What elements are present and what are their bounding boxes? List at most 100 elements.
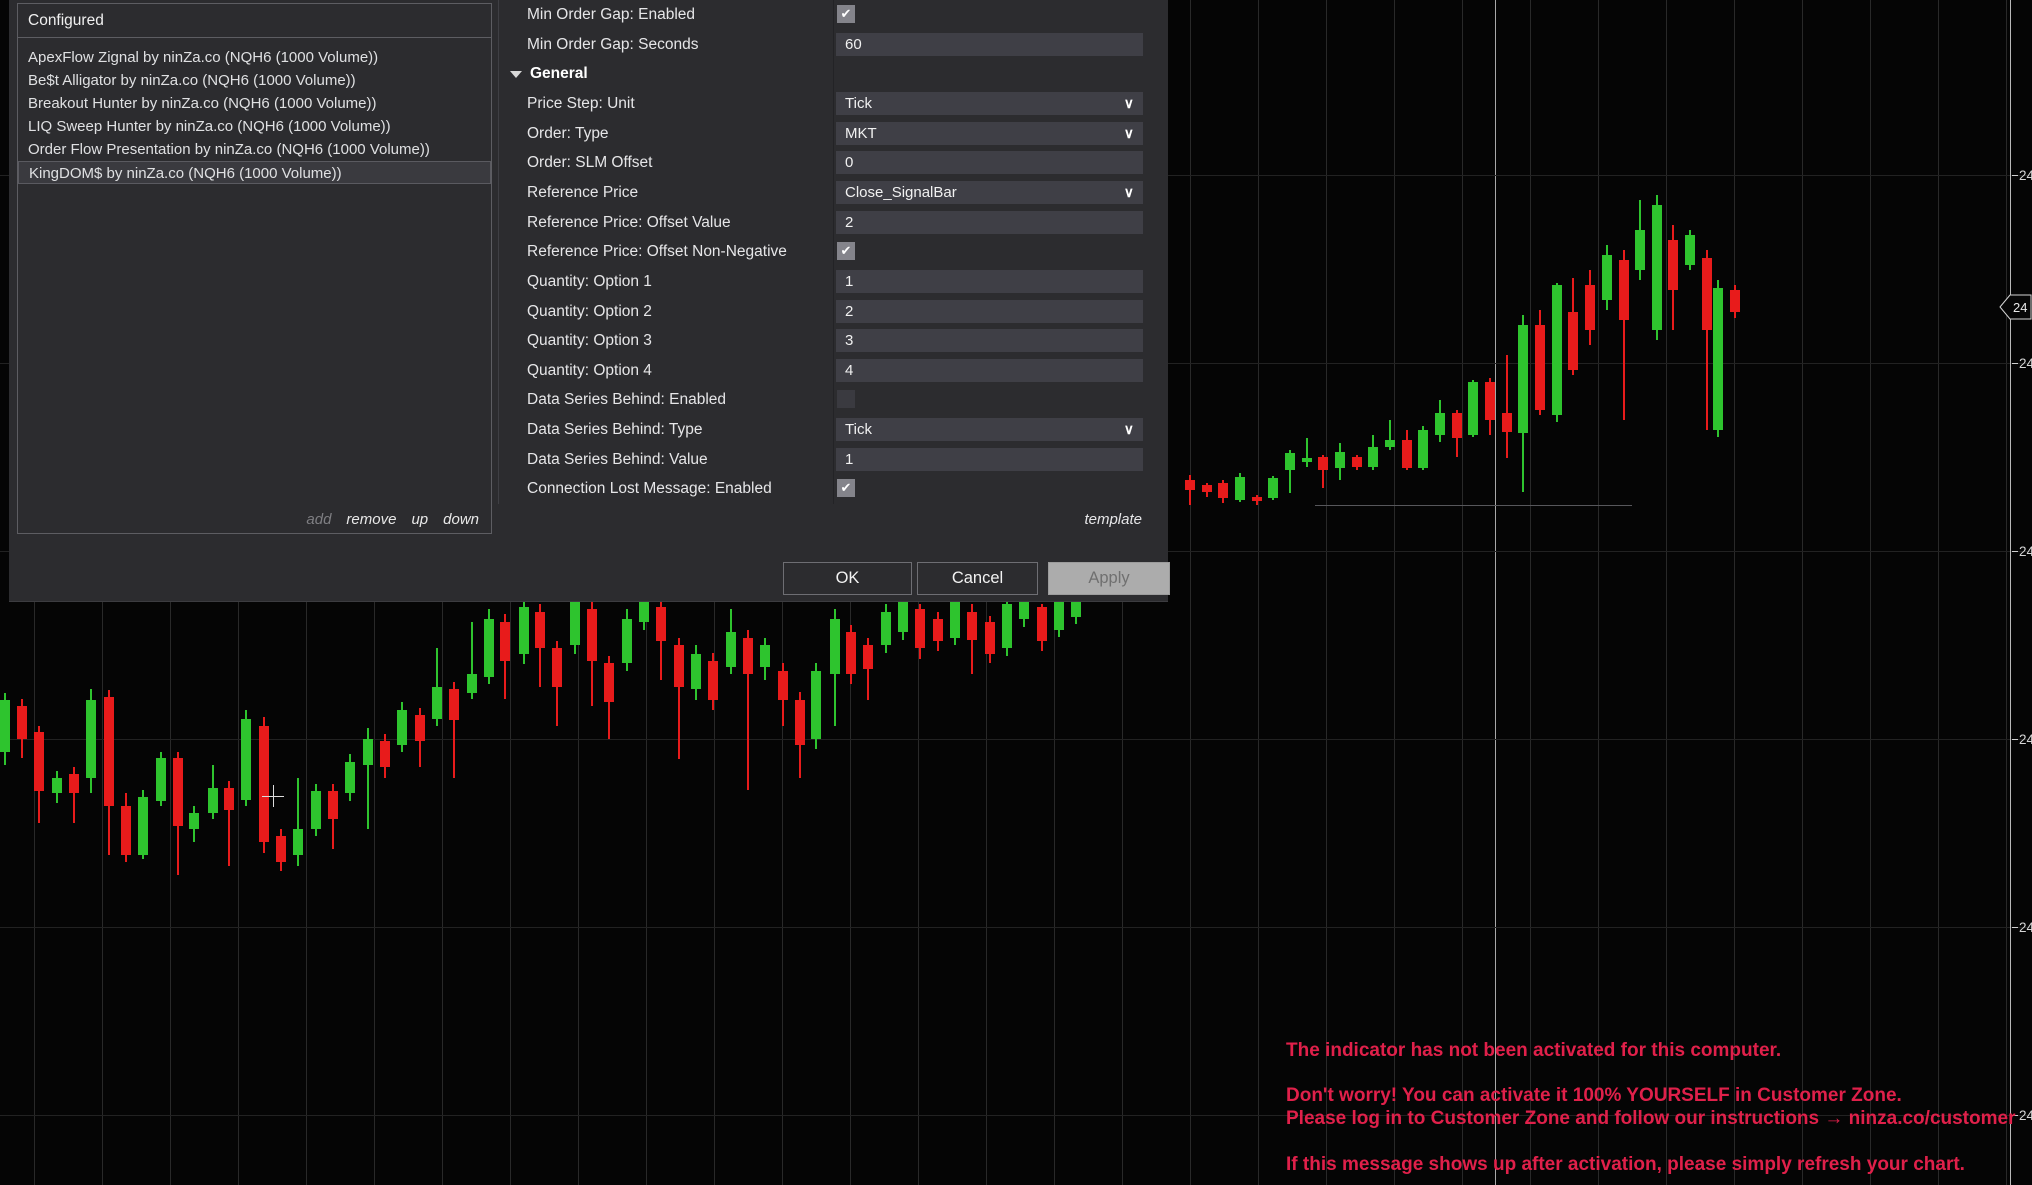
- property-label: Min Order Gap: Seconds: [527, 35, 699, 53]
- property-checkbox[interactable]: ✔: [837, 242, 855, 261]
- candle-body: [69, 774, 79, 793]
- price-axis-label: 24: [2019, 544, 2032, 559]
- property-checkbox[interactable]: ✔: [837, 5, 855, 23]
- candle-body: [415, 715, 425, 741]
- candle-body: [1318, 457, 1328, 470]
- candle-body: [985, 622, 995, 654]
- vertical-gridline: [1394, 0, 1395, 1185]
- ok-button[interactable]: OK: [783, 562, 912, 595]
- configured-indicator-item[interactable]: LIQ Sweep Hunter by ninZa.co (NQH6 (1000…: [28, 118, 391, 135]
- horizontal-gridline: [0, 927, 2032, 928]
- property-label: General: [530, 65, 588, 83]
- property-select[interactable]: MKT ∨: [836, 121, 1143, 145]
- warning-line: Please log in to Customer Zone and follo…: [1286, 1108, 2016, 1129]
- candle-body: [1054, 602, 1064, 630]
- property-label: Reference Price: [527, 183, 639, 201]
- property-label: Order: SLM Offset: [527, 154, 653, 172]
- candle-body: [138, 797, 148, 855]
- configured-indicator-item[interactable]: Breakout Hunter by ninZa.co (NQH6 (1000 …: [28, 95, 377, 112]
- property-row: Order: Type MKT ∨: [499, 119, 1154, 148]
- candle-body: [17, 706, 27, 739]
- candle-body: [811, 671, 821, 739]
- candle-body: [276, 836, 286, 862]
- candle-body: [1335, 452, 1345, 468]
- candle-body: [52, 778, 62, 793]
- remove-link[interactable]: remove: [346, 511, 397, 528]
- property-label: Min Order Gap: Enabled: [527, 6, 696, 23]
- up-link[interactable]: up: [411, 511, 429, 528]
- property-row: Data Series Behind: Type Tick ∨: [499, 415, 1154, 444]
- candle-body: [1285, 453, 1295, 470]
- candle-wick: [228, 781, 230, 866]
- candle-body: [208, 788, 218, 813]
- candle-body: [1418, 430, 1428, 468]
- candle-body: [1602, 255, 1612, 300]
- candle-body: [1235, 477, 1245, 500]
- candle-body: [1702, 258, 1712, 330]
- candle-body: [34, 732, 44, 791]
- candle-wick: [297, 778, 299, 866]
- configured-indicator-item[interactable]: ApexFlow Zignal by ninZa.co (NQH6 (1000 …: [28, 49, 379, 66]
- candle-body: [1002, 604, 1012, 648]
- vertical-gridline: [1190, 0, 1191, 1185]
- property-row: Reference Price: Offset Non-Negative ✔: [499, 237, 1154, 266]
- candle-body: [535, 612, 545, 648]
- configured-indicator-item[interactable]: KingDOM$ by ninZa.co (NQH6 (1000 Volume)…: [18, 161, 491, 184]
- property-input[interactable]: 1: [836, 447, 1143, 471]
- property-label: Data Series Behind: Enabled: [527, 391, 727, 409]
- property-select[interactable]: Close_SignalBar ∨: [836, 180, 1143, 204]
- property-input[interactable]: 3: [836, 329, 1143, 353]
- chevron-down-icon: ∨: [1123, 94, 1134, 111]
- candle-wick: [471, 622, 473, 699]
- property-label: Price Step: Unit: [527, 94, 635, 112]
- candle-body: [1385, 440, 1395, 447]
- vertical-gridline: [1598, 0, 1599, 1185]
- property-select[interactable]: Tick ∨: [836, 418, 1143, 442]
- collapse-triangle-icon[interactable]: [510, 71, 522, 79]
- price-axis-line: [2010, 0, 2011, 1185]
- property-input[interactable]: 0: [836, 151, 1143, 175]
- configured-indicator-item[interactable]: Order Flow Presentation by ninZa.co (NQH…: [28, 141, 430, 158]
- warning-line: Don't worry! You can activate it 100% YO…: [1286, 1085, 1902, 1106]
- apply-button[interactable]: Apply: [1048, 562, 1170, 595]
- configured-indicator-item[interactable]: Be$t Alligator by ninZa.co (NQH6 (1000 V…: [28, 72, 356, 89]
- property-label: Reference Price: Offset Non-Negative: [527, 243, 787, 261]
- property-label: Quantity: Option 1: [527, 272, 652, 290]
- candle-body: [691, 654, 701, 689]
- candle-body: [1252, 497, 1262, 501]
- candle-wick: [678, 638, 680, 759]
- property-input[interactable]: 2: [836, 299, 1143, 323]
- candle-body: [570, 602, 580, 645]
- down-link[interactable]: down: [443, 511, 479, 528]
- candle-body: [1568, 312, 1578, 370]
- candle-body: [519, 607, 529, 654]
- property-checkbox[interactable]: [837, 390, 855, 409]
- property-checkbox[interactable]: ✔: [837, 479, 855, 498]
- candle-body: [726, 632, 736, 667]
- candle-wick: [1389, 420, 1391, 450]
- candle-body: [587, 609, 597, 661]
- list-actions: add remove up down: [291, 511, 479, 528]
- cancel-button[interactable]: Cancel: [917, 562, 1038, 595]
- property-input[interactable]: 4: [836, 358, 1143, 382]
- candle-body: [1635, 230, 1645, 270]
- vertical-gridline: [1462, 0, 1463, 1185]
- warning-line: The indicator has not been activated for…: [1286, 1040, 1782, 1061]
- property-input[interactable]: 60: [836, 32, 1143, 56]
- property-input[interactable]: 2: [836, 210, 1143, 234]
- candle-body: [604, 663, 614, 702]
- candle-body: [915, 609, 925, 648]
- property-select[interactable]: Tick ∨: [836, 91, 1143, 115]
- candle-body: [1652, 205, 1662, 330]
- axis-tick: [2012, 175, 2018, 176]
- property-row: Order: SLM Offset 0: [499, 148, 1154, 177]
- property-label: Data Series Behind: Type: [527, 421, 703, 439]
- property-grid-column-divider: [833, 0, 834, 504]
- property-label: Data Series Behind: Value: [527, 450, 708, 468]
- candle-wick: [660, 602, 662, 680]
- property-input[interactable]: 1: [836, 269, 1143, 293]
- template-link[interactable]: template: [1084, 511, 1142, 528]
- candle-body: [380, 741, 390, 767]
- candle-body: [1502, 413, 1512, 432]
- candle-wick: [367, 728, 369, 829]
